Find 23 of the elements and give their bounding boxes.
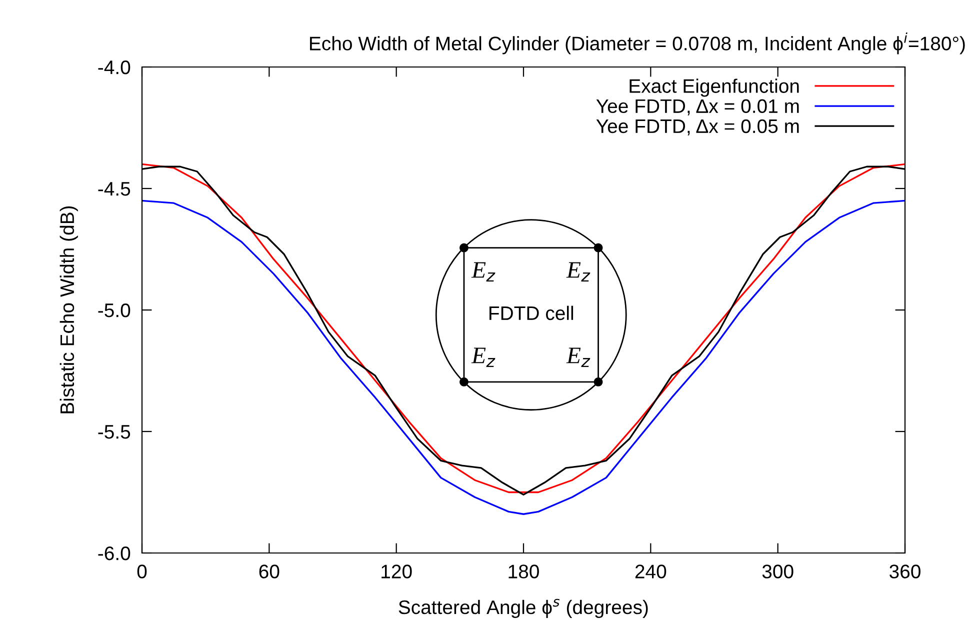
chart-title: Echo Width of Metal Cylinder (Diameter = 0.0708 m, Incident Angle ϕ$^{i}$=180°) — [310, 32, 965, 54]
legend-label: Exact Eigenfunction — [630, 78, 799, 97]
x-tick-label: 240 — [635, 564, 666, 578]
y-tick-label: -4.5 — [98, 182, 130, 196]
x-tick-label: 0 — [137, 564, 147, 578]
x-tick-label: 120 — [382, 564, 412, 578]
y-tick-label: -6.0 — [98, 546, 130, 560]
x-tick-label: 60 — [259, 564, 280, 578]
legend-label: Yee FDTD, Δx = 0.01 m — [596, 99, 799, 116]
x-tick-label: 300 — [762, 564, 794, 578]
x-axis-title: Scattered Angle ϕ$^{s}$ (degrees) — [398, 598, 648, 618]
x-tick-label: 360 — [890, 564, 920, 578]
annotation: E$_{z}$ — [471, 262, 496, 282]
legend-label: Yee FDTD, Δx = 0.05 m — [596, 119, 799, 136]
x-tick-label: 180 — [508, 564, 539, 578]
y-axis-title: Bistatic Echo Width (dB) — [60, 206, 78, 414]
annotation: FDTD cell — [490, 306, 574, 320]
annotation: E$_{z}$ — [471, 348, 496, 368]
annotation: E$_{z}$ — [566, 348, 590, 368]
y-tick-label: -5.0 — [98, 303, 130, 318]
y-tick-label: -4.0 — [98, 60, 130, 74]
y-tick-label: -5.5 — [98, 425, 130, 439]
annotation: E$_{z}$ — [566, 262, 590, 282]
